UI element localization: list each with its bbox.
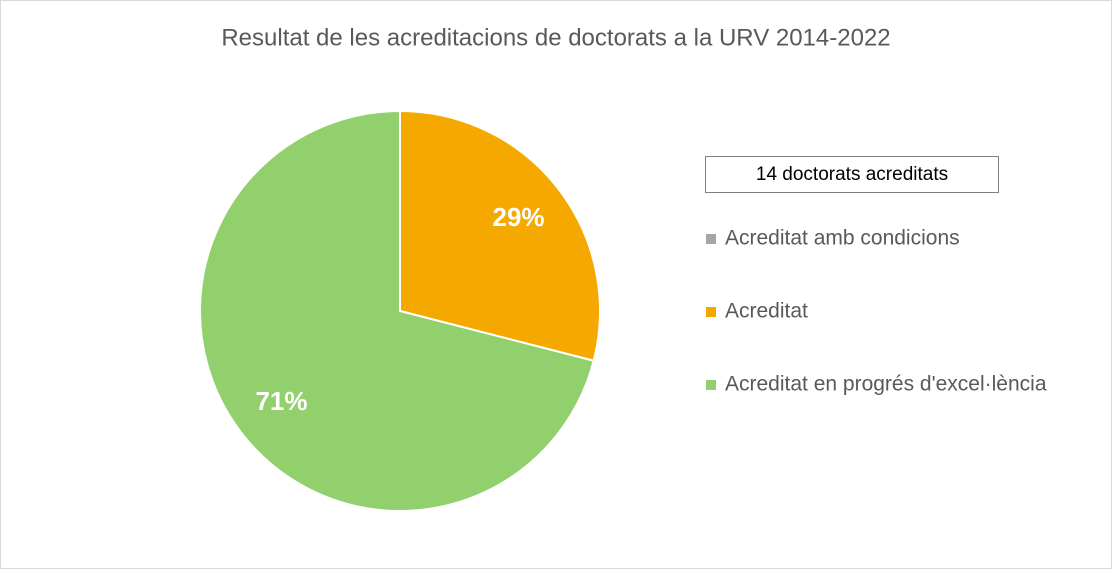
- pie-slice: [399, 109, 601, 362]
- legend-swatch: [706, 234, 716, 244]
- legend-label: Acreditat: [725, 300, 808, 323]
- annotation: 14 doctorats acreditats: [756, 164, 948, 185]
- chart-title: Resultat de les acreditacions de doctora…: [221, 24, 890, 51]
- data-label: 29%: [492, 202, 544, 232]
- legend-label: Acreditat amb condicions: [725, 227, 960, 250]
- legend-label: Acreditat en progrés d'excel·lència: [725, 373, 1047, 396]
- legend-swatch: [706, 380, 716, 390]
- legend-swatch: [706, 307, 716, 317]
- annotation-box: [705, 156, 999, 193]
- pie-slice: [199, 109, 595, 512]
- data-label: 71%: [255, 386, 307, 416]
